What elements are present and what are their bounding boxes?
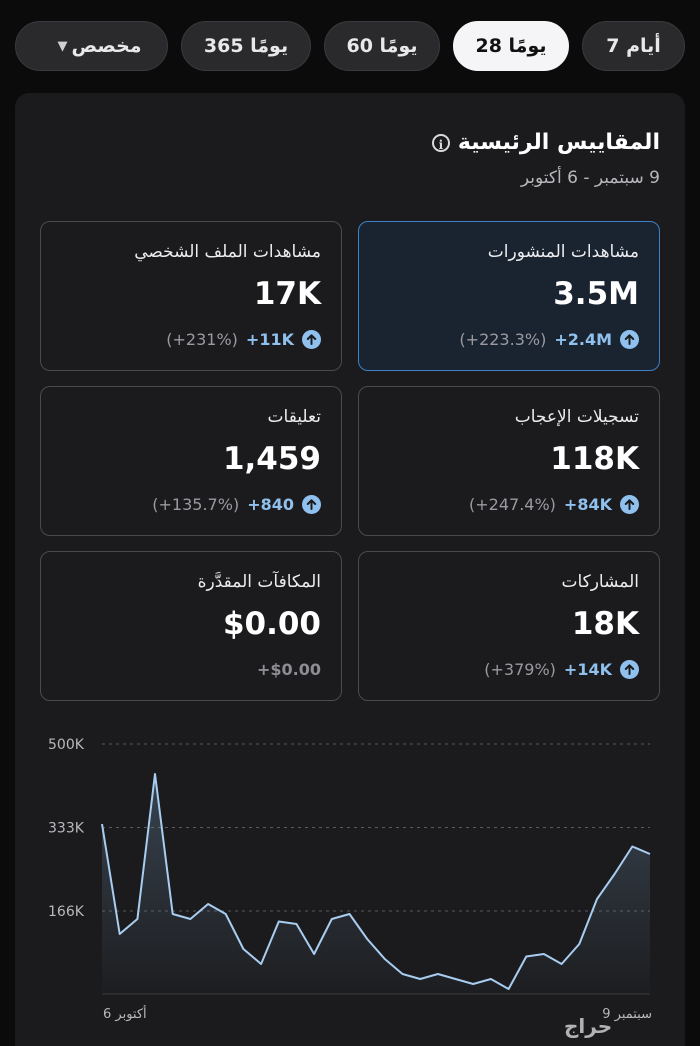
metric-value: 18K xyxy=(571,606,639,642)
date-range-tabs: 7 أيام 28 يومًا 60 يومًا 365 يومًا ▼ مخص… xyxy=(15,21,685,73)
tab-custom[interactable]: ▼ مخصص xyxy=(15,21,168,71)
metric-delta: +2.4M (+223.3%) xyxy=(459,330,639,349)
metric-card-profile-views[interactable]: مشاهدات الملف الشخصي 17K +11K (+231%) xyxy=(40,221,342,371)
delta-percent: (+247.4%) xyxy=(469,495,556,514)
tab-7-days[interactable]: 7 أيام xyxy=(582,21,685,71)
arrow-up-icon xyxy=(620,495,639,514)
metric-value: 1,459 xyxy=(222,441,321,477)
delta-absolute: +84K xyxy=(563,495,612,514)
metric-card-comments[interactable]: تعليقات 1,459 +840 (+135.7%) xyxy=(40,386,342,536)
metric-card-post-views[interactable]: مشاهدات المنشورات 3.5M +2.4M (+223.3%) xyxy=(358,221,660,371)
metric-delta: +84K (+247.4%) xyxy=(469,495,639,514)
page-title: المقاييس الرئيسية xyxy=(457,130,660,155)
tab-label: مخصص xyxy=(71,35,142,57)
y-tick-label: 333K xyxy=(48,821,85,837)
delta-absolute: +840 xyxy=(247,495,294,514)
metric-label: تسجيلات الإعجاب xyxy=(514,407,639,427)
metric-delta: +$0.00 xyxy=(257,660,321,679)
metric-label: المكافآت المقدَّرة xyxy=(197,572,321,592)
tab-label: 365 يومًا xyxy=(203,35,289,57)
series-line xyxy=(101,773,651,990)
tab-label: 60 يومًا xyxy=(346,35,418,57)
tab-label: 7 أيام xyxy=(606,35,661,57)
arrow-up-icon xyxy=(302,495,321,514)
x-end-label: 6 أكتوبر xyxy=(103,1005,147,1022)
tab-60-days[interactable]: 60 يومًا xyxy=(324,21,440,71)
title-row: المقاييس الرئيسية i xyxy=(431,130,660,155)
y-tick-label: 500K xyxy=(48,737,85,753)
date-range-text: 9 سبتمبر - 6 أكتوبر xyxy=(520,168,660,188)
metric-label: مشاهدات الملف الشخصي xyxy=(134,242,321,262)
metric-card-rewards[interactable]: المكافآت المقدَّرة $0.00 +$0.00 xyxy=(40,551,342,701)
metric-label: مشاهدات المنشورات xyxy=(487,242,639,262)
arrow-up-icon xyxy=(302,330,321,349)
tab-label: 28 يومًا xyxy=(475,35,547,57)
tab-365-days[interactable]: 365 يومًا xyxy=(181,21,311,71)
delta-absolute: +11K xyxy=(245,330,294,349)
x-start-label: 9 سبتمبر xyxy=(602,1007,652,1022)
delta-percent: (+231%) xyxy=(166,330,238,349)
delta-absolute: +2.4M xyxy=(554,330,612,349)
metric-card-shares[interactable]: المشاركات 18K +14K (+379%) xyxy=(358,551,660,701)
delta-percent: (+379%) xyxy=(484,660,556,679)
metric-label: تعليقات xyxy=(267,407,321,427)
chevron-down-icon: ▼ xyxy=(57,38,68,54)
chart-area xyxy=(102,774,650,994)
metric-value: 3.5M xyxy=(553,276,639,312)
metric-delta: +840 (+135.7%) xyxy=(152,495,321,514)
metric-value: 17K xyxy=(253,276,321,312)
post-views-chart: 500K 333K 166K 6 أكتوبر 9 سبتمبر xyxy=(48,737,652,1022)
metric-value: $0.00 xyxy=(222,606,321,642)
arrow-up-icon xyxy=(620,660,639,679)
metric-label: المشاركات xyxy=(561,572,639,592)
metric-card-likes[interactable]: تسجيلات الإعجاب 118K +84K (+247.4%) xyxy=(358,386,660,536)
watermark-logo: حراج xyxy=(564,1014,613,1038)
delta-absolute: +$0.00 xyxy=(256,660,321,679)
metric-delta: +14K (+379%) xyxy=(484,660,639,679)
metric-delta: +11K (+231%) xyxy=(166,330,321,349)
info-icon[interactable]: i xyxy=(431,133,450,152)
delta-absolute: +14K xyxy=(563,660,612,679)
tab-28-days[interactable]: 28 يومًا xyxy=(453,21,569,71)
delta-percent: (+223.3%) xyxy=(459,330,547,349)
y-tick-label: 166K xyxy=(48,904,85,920)
arrow-up-icon xyxy=(620,330,639,349)
delta-percent: (+135.7%) xyxy=(152,495,240,514)
metric-value: 118K xyxy=(550,441,639,477)
